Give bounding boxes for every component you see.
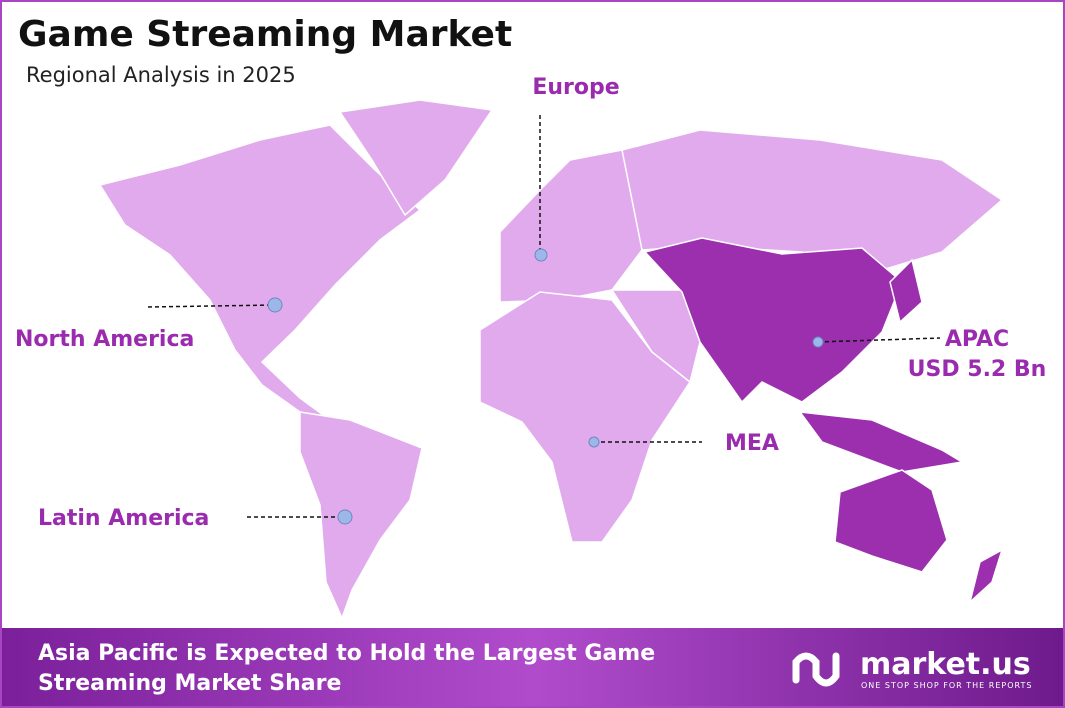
new-zealand xyxy=(968,548,1004,605)
region-label: MEA xyxy=(725,431,779,456)
marker xyxy=(588,436,600,448)
australia xyxy=(834,469,948,573)
south-america xyxy=(299,411,423,621)
region-label: APAC xyxy=(945,327,1009,352)
north-america xyxy=(98,124,422,421)
marker xyxy=(534,248,548,262)
region-label: North America xyxy=(15,327,194,352)
islands xyxy=(798,411,965,473)
marker xyxy=(337,509,353,525)
logo-icon xyxy=(792,652,840,687)
leader-line xyxy=(147,304,276,308)
africa xyxy=(479,291,692,543)
title: Game Streaming Market xyxy=(18,14,512,55)
leaders xyxy=(147,115,941,518)
footer-text: Asia Pacific is Expected to Hold the Lar… xyxy=(38,641,655,666)
marker xyxy=(267,297,283,313)
world-map xyxy=(98,99,1004,621)
asia-pacific xyxy=(643,237,903,404)
footer-band xyxy=(2,628,1063,706)
region-label: Europe xyxy=(532,75,619,100)
logo-name: market.us xyxy=(860,647,1031,682)
marker xyxy=(812,336,824,348)
greenland xyxy=(338,99,494,217)
logo-tagline: ONE STOP SHOP FOR THE REPORTS xyxy=(861,681,1032,690)
japan xyxy=(889,258,923,324)
footer-text: Streaming Market Share xyxy=(38,671,341,696)
subtitle: Regional Analysis in 2025 xyxy=(26,63,296,87)
markers xyxy=(267,248,824,525)
middle-east xyxy=(610,289,701,384)
leader-line xyxy=(817,337,941,343)
region-value: USD 5.2 Bn xyxy=(908,357,1047,382)
region-label: Latin America xyxy=(38,506,209,531)
